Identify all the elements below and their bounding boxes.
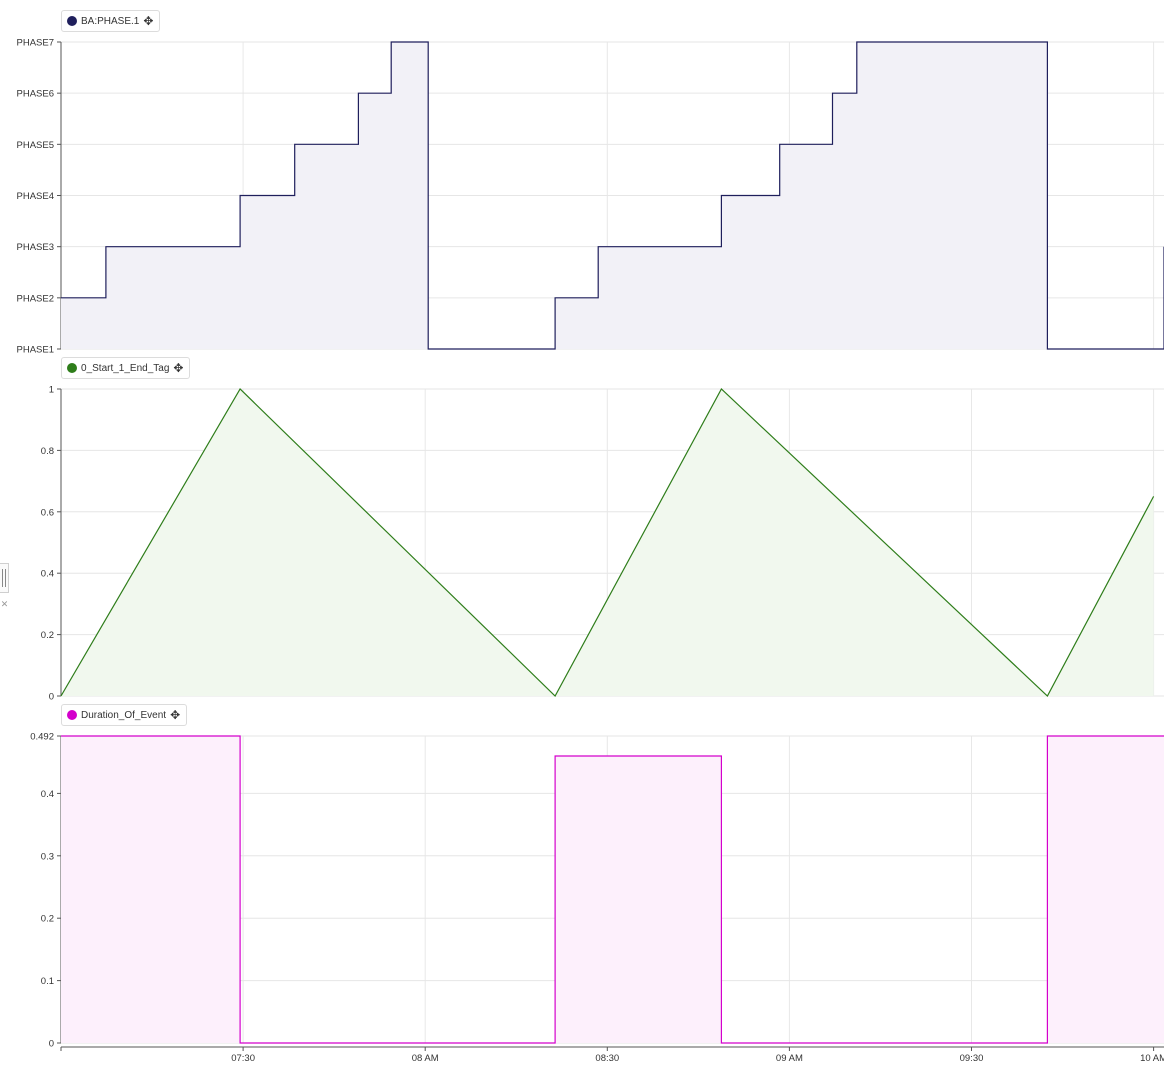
move-icon[interactable]: ✥	[170, 708, 181, 722]
y-tick-label: 0.3	[41, 851, 54, 862]
y-tick-label: 0.2	[41, 914, 54, 925]
y-tick-label: PHASE1	[17, 345, 55, 356]
legend-start-end[interactable]: 0_Start_1_End_Tag ✥	[61, 357, 191, 379]
y-tick-label: 1	[49, 385, 54, 396]
y-tick-label: PHASE6	[17, 89, 55, 100]
y-tick-label: PHASE4	[17, 191, 55, 202]
y-tick-label: 0.8	[41, 446, 54, 457]
series-line	[60, 388, 1155, 697]
legend-phase-dot	[67, 16, 77, 26]
x-tick-label: 09 AM	[776, 1053, 803, 1064]
y-tick-label: 0.2	[41, 630, 54, 641]
legend-duration-dot	[67, 710, 77, 720]
legend-duration-label: Duration_Of_Event	[81, 709, 167, 721]
legend-phase-label: BA:PHASE.1	[81, 15, 140, 27]
y-tick-label: 0	[49, 1039, 54, 1050]
series-line	[61, 735, 1164, 1044]
panel-resize-handle[interactable]	[0, 563, 9, 593]
series-line	[61, 41, 1164, 350]
legend-start-end-label: 0_Start_1_End_Tag	[81, 362, 170, 374]
x-tick-label: 08:30	[595, 1053, 619, 1064]
series-area	[61, 389, 1154, 696]
legend-phase[interactable]: BA:PHASE.1 ✥	[61, 10, 161, 32]
y-tick-label: PHASE7	[17, 38, 55, 49]
y-tick-label: 0	[49, 692, 54, 703]
y-tick-label: 0.4	[41, 789, 54, 800]
y-tick-label: PHASE2	[17, 293, 55, 304]
y-tick-label: 0.1	[41, 976, 54, 987]
x-tick-label: 09:30	[960, 1053, 984, 1064]
x-tick-label: 08 AM	[412, 1053, 439, 1064]
y-tick-label: 0.6	[41, 507, 54, 518]
legend-duration[interactable]: Duration_Of_Event ✥	[61, 704, 188, 726]
legend-start-end-dot	[67, 363, 77, 373]
y-tick-label: PHASE5	[17, 140, 55, 151]
series-area	[61, 42, 1164, 349]
y-tick-label: 0.4	[41, 569, 54, 580]
move-icon[interactable]: ✥	[143, 14, 154, 28]
series-area	[61, 736, 1164, 1043]
x-tick-label: 07:30	[231, 1053, 255, 1064]
close-icon[interactable]: ✕	[0, 599, 9, 609]
x-tick-label: 10 AM	[1140, 1053, 1164, 1064]
y-tick-label: 0.492	[30, 732, 54, 743]
move-icon[interactable]: ✥	[173, 361, 184, 375]
y-tick-label: PHASE3	[17, 242, 55, 253]
